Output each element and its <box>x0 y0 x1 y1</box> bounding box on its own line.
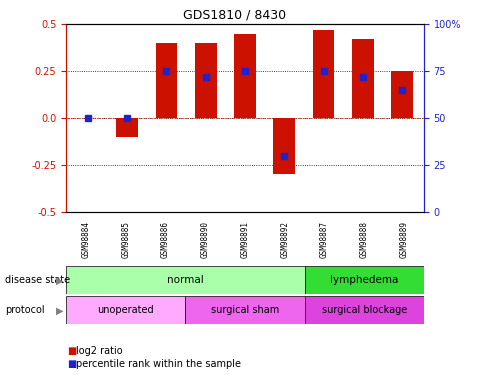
Title: GDS1810 / 8430: GDS1810 / 8430 <box>183 9 286 22</box>
Bar <box>155 43 177 118</box>
Text: disease state: disease state <box>5 275 70 285</box>
Text: ■: ■ <box>68 359 77 369</box>
Text: lymphedema: lymphedema <box>330 275 398 285</box>
Bar <box>116 118 138 137</box>
Text: surgical blockage: surgical blockage <box>321 305 407 315</box>
Bar <box>352 39 374 118</box>
Text: GSM98884: GSM98884 <box>81 220 91 258</box>
Text: surgical sham: surgical sham <box>211 305 279 315</box>
Text: normal: normal <box>167 275 204 285</box>
Bar <box>195 43 217 118</box>
Text: ■: ■ <box>68 346 77 356</box>
Text: GSM98890: GSM98890 <box>201 220 210 258</box>
Text: ▶: ▶ <box>56 275 64 285</box>
Bar <box>66 296 185 324</box>
Bar <box>313 30 334 118</box>
Text: GSM98891: GSM98891 <box>241 220 249 258</box>
Text: GSM98889: GSM98889 <box>399 220 409 258</box>
Bar <box>273 118 295 174</box>
Text: GSM98885: GSM98885 <box>121 220 130 258</box>
Bar <box>185 296 305 324</box>
Bar <box>66 266 305 294</box>
Text: GSM98887: GSM98887 <box>320 220 329 258</box>
Bar <box>305 296 424 324</box>
Text: ▶: ▶ <box>56 305 64 315</box>
Text: GSM98886: GSM98886 <box>161 220 170 258</box>
Text: GSM98892: GSM98892 <box>280 220 289 258</box>
Bar <box>305 266 424 294</box>
Bar <box>234 34 256 118</box>
Text: protocol: protocol <box>5 305 45 315</box>
Text: GSM98888: GSM98888 <box>360 220 369 258</box>
Text: log2 ratio: log2 ratio <box>76 346 122 356</box>
Text: unoperated: unoperated <box>98 305 154 315</box>
Bar <box>392 71 413 118</box>
Text: percentile rank within the sample: percentile rank within the sample <box>76 359 241 369</box>
